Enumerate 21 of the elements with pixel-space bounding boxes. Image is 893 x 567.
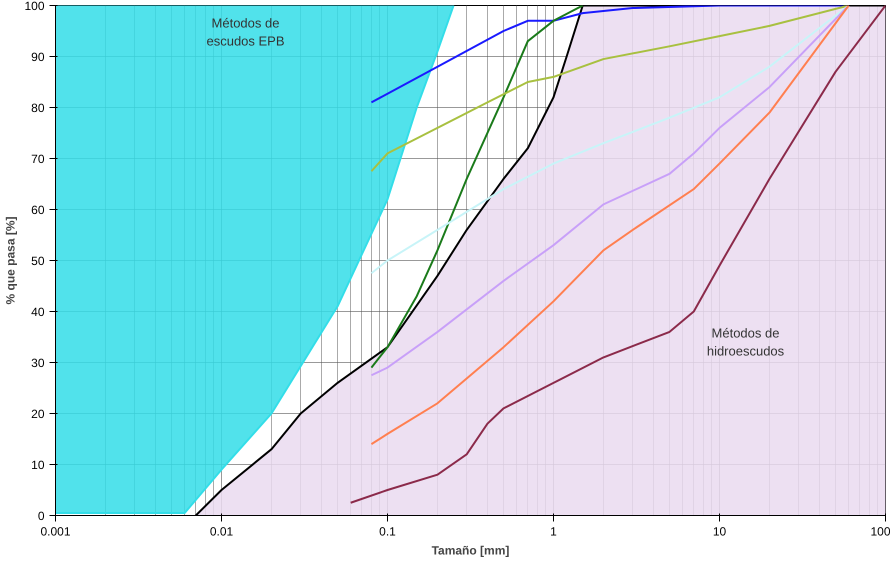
y-tick-label: 80 bbox=[31, 101, 45, 115]
y-axis-title: % que pasa [%] bbox=[3, 216, 18, 305]
x-tick-label: 0.1 bbox=[379, 524, 396, 538]
annotation: Métodos de escudos EPB bbox=[206, 16, 285, 48]
x-axis-title: Tamaño [mm] bbox=[432, 544, 510, 558]
y-tick-label: 70 bbox=[31, 152, 45, 166]
y-tick-label: 30 bbox=[31, 356, 45, 370]
x-tick-label: 0.001 bbox=[40, 524, 71, 538]
y-tick-label: 100 bbox=[24, 0, 45, 13]
y-tick-label: 0 bbox=[38, 509, 45, 523]
y-tick-label: 20 bbox=[31, 407, 45, 421]
y-tick-label: 50 bbox=[31, 254, 45, 268]
x-tick-label: 0.01 bbox=[210, 524, 234, 538]
annotation: Métodos de hidroescudos bbox=[706, 326, 785, 358]
y-tick-label: 60 bbox=[31, 203, 45, 217]
y-tick-label: 40 bbox=[31, 305, 45, 319]
x-tick-label: 100 bbox=[870, 524, 891, 538]
x-tick-label: 10 bbox=[712, 524, 726, 538]
x-tick-label: 1 bbox=[550, 524, 558, 538]
y-tick-label: 10 bbox=[31, 458, 45, 472]
y-tick-label: 90 bbox=[31, 50, 45, 64]
